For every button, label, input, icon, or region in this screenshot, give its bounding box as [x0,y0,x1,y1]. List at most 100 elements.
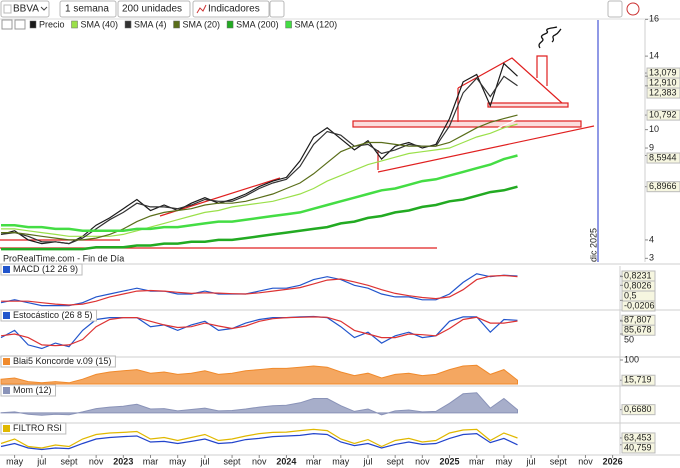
x-tick-label: 2025 [440,456,460,466]
symbol-icon [3,4,12,14]
smoke [538,26,562,49]
panel-swatch [3,358,10,365]
legend-label: SMA (120) [295,19,338,29]
x-tick-label: may [169,456,187,466]
trend-line [497,116,523,129]
x-tick-label: nov [415,456,430,466]
symbol-box[interactable] [0,0,50,18]
line [0,428,518,449]
indicators-icon [196,4,207,14]
y-label-box [621,404,656,416]
settings-button[interactable] [269,0,285,18]
drawings [0,55,595,249]
y-tick-label: -0,0206 [624,300,655,310]
y-tick-label: 0,8231 [624,270,652,280]
x-tick-label: may [332,456,350,466]
y-tick-label: 0,8026 [624,280,652,290]
indicators[interactable]: Indicadores [208,4,260,15]
zone-rect [487,102,569,108]
y-tick-label: 40,759 [624,442,652,452]
panel-separators [0,20,680,456]
window-button[interactable] [607,0,623,18]
panel-title-box [0,309,98,322]
y-label-box [621,442,656,454]
x-tick-label: nov [578,456,593,466]
y-label-box [621,300,656,312]
legend-swatch [71,20,78,29]
line [1,154,518,233]
x-tick-label: 2024 [276,456,296,466]
x-tick-label: sept [224,456,242,466]
x-tick-label: may [6,456,24,466]
line [1,123,518,237]
toolbar: BBVA 1 semana 200 unidades Indicadores [0,0,640,18]
area [0,392,518,416]
panel-title: FILTRO RSI [13,423,62,433]
y-label-box [621,374,656,386]
x-tick-label: jul [199,456,209,466]
y-tick-label: 63,453 [624,432,652,442]
y-label-box [646,109,680,121]
y-tick-label: 15,719 [624,375,652,385]
legend-label: SMA (40) [81,19,119,29]
line [0,316,518,347]
x-tick-label: 2023 [113,456,133,466]
y-tick-label: 50 [624,335,634,345]
panel-title-box [0,355,116,368]
x-tick-label: sept [387,456,405,466]
x-tick-label: mar [143,456,159,466]
panel-swatch [3,387,10,394]
y-tick-label: 10,792 [649,109,677,119]
panel-title-box [0,263,83,276]
units[interactable]: 200 unidades [122,4,182,15]
line [0,315,518,350]
panel-swatch [3,266,10,273]
x-tick-label: 2026 [603,456,623,466]
panel-swatch [3,312,10,319]
y-tick-label: 85,678 [624,325,652,335]
legend-label: SMA (20) [183,19,221,29]
panel-title: Mom (12) [13,385,52,395]
legend-label: SMA (200) [236,19,279,29]
y-tick-label: 6,8966 [649,181,677,191]
units-box[interactable] [117,0,191,18]
alert-icon[interactable] [626,2,640,16]
line [1,274,518,306]
period[interactable]: 1 semana [65,4,109,15]
line [0,432,518,451]
y-tick-label: 4 [649,234,654,244]
y-tick-label: 12,910 [649,77,677,87]
x-tick-label: nov [89,456,104,466]
legend-swatch [173,20,180,29]
trend-line [377,125,595,173]
y-tick-label: 87,807 [624,315,652,325]
panel-title-box [0,384,57,397]
x-tick-label: mar [469,456,485,466]
x-tick-label: may [495,456,513,466]
legend-swatch [226,20,234,29]
x-tick-label: sept [550,456,568,466]
period-box[interactable] [59,0,117,18]
y-tick-label: 100 [624,354,639,364]
indicators-box[interactable] [192,0,270,18]
legend-swatch [285,20,292,29]
area [0,364,518,385]
y-label-box [646,87,680,99]
legend-swatch [124,20,132,29]
legend-icon [14,19,26,30]
panel-title: Estocástico (26 8 5) [13,310,93,320]
legend-icon [1,19,13,30]
y-tick-label: 14 [649,50,659,60]
y-tick-label: 12,383 [649,87,677,97]
panel-title: MACD (12 26 9) [13,264,78,274]
y-tick-label: 0,5 [624,290,637,300]
x-tick-label: sept [60,456,78,466]
x-tick-label: jul [36,456,46,466]
symbol[interactable]: BBVA [13,4,39,15]
zone-rect [352,120,582,128]
y-tick-label: 0,6680 [624,404,652,414]
y-label-box [646,181,680,193]
y-tick-label: 9 [649,142,654,152]
